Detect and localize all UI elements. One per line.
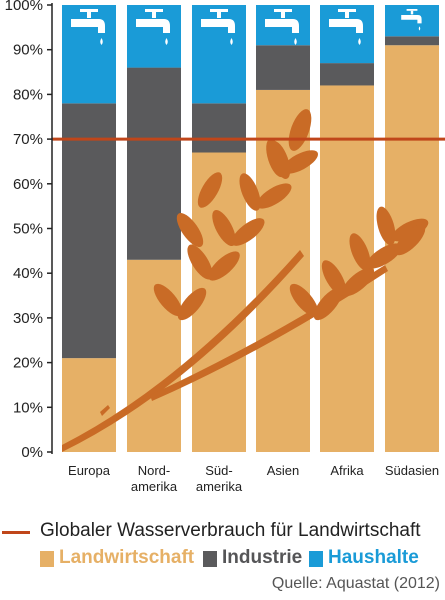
faucet-icon <box>329 9 363 45</box>
legend-label-landwirtschaft: Landwirtschaft <box>59 547 195 568</box>
wheat-leaf <box>212 209 236 247</box>
wheat-leaf <box>366 243 402 269</box>
y-tick-label: 40% <box>13 265 43 282</box>
x-tick-label-asien: Asien <box>267 463 300 478</box>
wheat-leaf <box>231 218 265 246</box>
y-tick-label: 10% <box>13 399 43 416</box>
faucet-icon <box>136 9 170 45</box>
bar-asien-industrie <box>256 45 310 90</box>
y-axis: 0% 10% 20% 30% 40% 50% 60% 70% 80% 90% 100% <box>5 0 53 461</box>
stacked-bar-chart: 0% 10% 20% 30% 40% 50% 60% 70% 80% 90% 100% Europa… <box>5 0 445 494</box>
y-tick-label: 100% <box>5 0 43 14</box>
wheat-leaf <box>197 172 223 208</box>
x-tick-label-sud-amerika: Süd-amerika <box>196 463 243 494</box>
wheat-leaf <box>394 224 426 256</box>
wheat-leaf <box>269 141 291 179</box>
source-note: Quelle: Aquastat (2012) <box>271 575 440 592</box>
bar-nord-amerika-industrie <box>127 67 181 260</box>
wheat-leaf <box>349 233 371 271</box>
legend-line-swatch <box>2 531 30 534</box>
bar-sudasien-industrie <box>385 36 439 46</box>
bar-nord-amerika-landwirtschaft <box>127 259 181 452</box>
x-tick-label-nord-amerika: Nord-amerika <box>131 463 178 494</box>
wheat-leaf <box>239 173 261 211</box>
legend-swatch-haushalte <box>309 551 323 567</box>
bar-sud-amerika-industrie <box>192 103 246 153</box>
wheat-leaf <box>289 283 319 317</box>
wheat-stalk <box>100 405 110 416</box>
wheat-leaf <box>153 283 183 317</box>
wheat-leaf <box>376 206 396 246</box>
wheat-leaf <box>176 212 204 248</box>
bars-layer <box>62 5 439 453</box>
x-tick-label-sudasien: Südasien <box>385 463 439 478</box>
wheat-stalk <box>150 265 388 401</box>
y-tick-label: 60% <box>13 176 43 193</box>
x-axis: Europa Nord-amerika Süd-amerika Asien Afrika… <box>68 463 439 494</box>
bar-afrika-industrie <box>320 63 374 86</box>
legend-swatch-landwirtschaft <box>40 551 54 567</box>
wheat-leaf <box>313 287 343 321</box>
y-tick-label: 80% <box>13 86 43 103</box>
wheat-leaf <box>321 260 347 296</box>
y-tick-label: 20% <box>13 355 43 372</box>
faucet-icon <box>71 9 105 45</box>
x-tick-label-europa: Europa <box>68 463 111 478</box>
legend-swatch-industrie <box>203 551 217 567</box>
faucet-icon <box>201 9 235 45</box>
legend-label-industrie: Industrie <box>222 547 303 568</box>
legend-line-label: Globaler Wasserverbrauch für Landwirtsch… <box>40 520 421 541</box>
legend-label-haushalte: Haushalte <box>328 547 419 568</box>
y-tick-label: 50% <box>13 221 43 238</box>
wheat-leaf <box>341 267 375 297</box>
wheat-leaf <box>256 183 292 209</box>
decoration-layer <box>62 109 429 452</box>
bar-europa-landwirtschaft <box>62 358 116 452</box>
y-tick-label: 30% <box>13 310 43 327</box>
wheat-leaf <box>177 287 207 321</box>
faucet-icons-layer <box>71 9 422 45</box>
faucet-icon <box>265 9 299 45</box>
wheat-leaf <box>281 150 319 174</box>
faucet-icon <box>401 9 422 31</box>
y-tick-label: 90% <box>13 42 43 59</box>
legend-reference-line: Globaler Wasserverbrauch für Landwirtsch… <box>0 520 445 544</box>
bar-europa-industrie <box>62 103 116 359</box>
wheat-leaf <box>208 251 240 281</box>
wheat-leaf <box>187 244 213 280</box>
legend-series: Landwirtschaft Industrie Haushalte <box>0 547 445 571</box>
x-tick-label-afrika: Afrika <box>330 463 364 478</box>
y-tick-label: 70% <box>13 131 43 148</box>
y-tick-label: 0% <box>21 444 43 461</box>
